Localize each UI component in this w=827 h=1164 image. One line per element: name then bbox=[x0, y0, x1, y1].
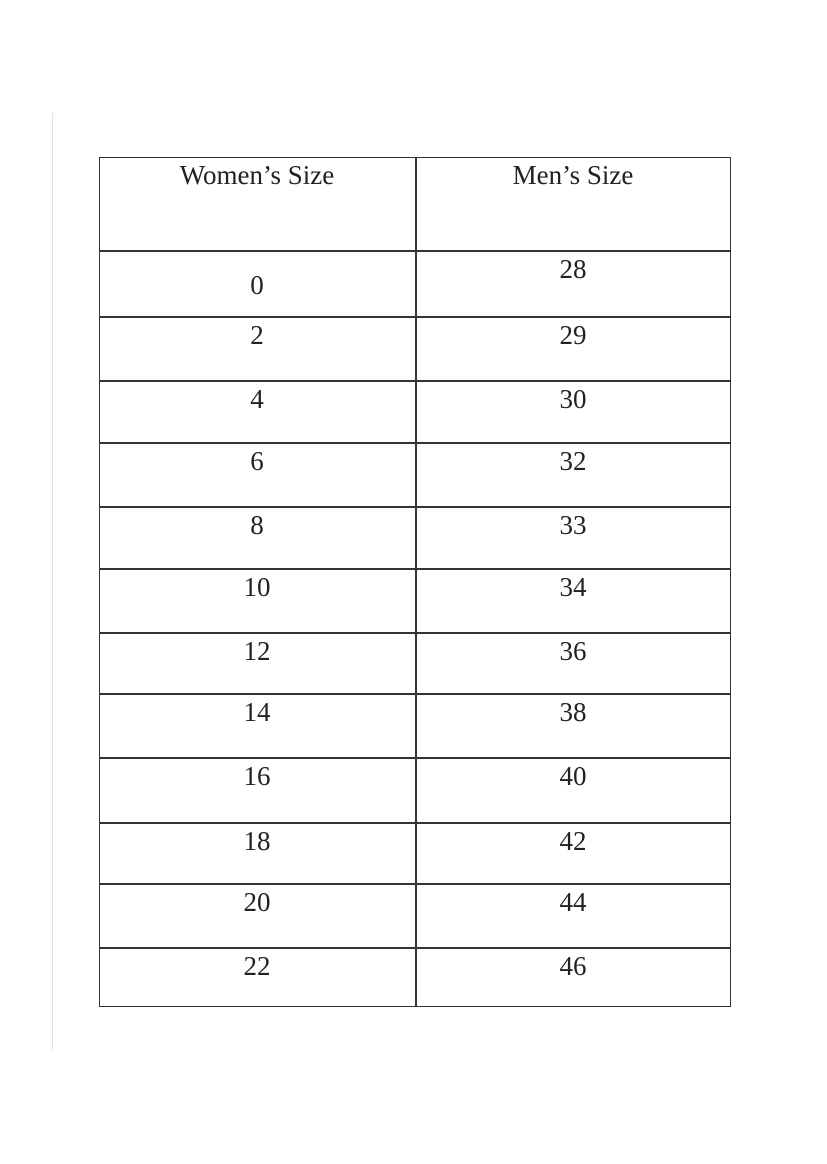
table-cell: 36 bbox=[559, 636, 587, 666]
table-cell: 42 bbox=[559, 826, 587, 856]
table-cell: 14 bbox=[243, 697, 271, 727]
table-cell: 40 bbox=[559, 761, 587, 791]
row-line bbox=[99, 316, 731, 318]
table-cell: 33 bbox=[559, 510, 587, 540]
row-line bbox=[99, 947, 731, 949]
header-cell: Women’s Size bbox=[179, 160, 335, 190]
row-line bbox=[99, 568, 731, 570]
table-cell: 20 bbox=[243, 887, 271, 917]
table-cell: 2 bbox=[250, 320, 264, 350]
table-cell: 8 bbox=[250, 510, 264, 540]
table-cell: 44 bbox=[559, 887, 587, 917]
row-line bbox=[99, 822, 731, 824]
table-cell: 0 bbox=[250, 270, 264, 300]
table-cell: 10 bbox=[243, 572, 271, 602]
row-line bbox=[99, 693, 731, 695]
table-cell: 12 bbox=[243, 636, 271, 666]
row-line bbox=[99, 250, 731, 252]
table-cell: 30 bbox=[559, 384, 587, 414]
row-line bbox=[99, 442, 731, 444]
table-cell: 29 bbox=[559, 320, 587, 350]
table-cell: 22 bbox=[243, 951, 271, 981]
table-cell: 34 bbox=[559, 572, 587, 602]
header-cell: Men’s Size bbox=[512, 160, 634, 190]
row-line bbox=[99, 757, 731, 759]
table-cell: 4 bbox=[250, 384, 264, 414]
table-cell: 16 bbox=[243, 761, 271, 791]
row-line bbox=[99, 506, 731, 508]
page-edge bbox=[52, 113, 53, 1050]
table-cell: 6 bbox=[250, 446, 264, 476]
row-line bbox=[99, 632, 731, 634]
table-cell: 38 bbox=[559, 697, 587, 727]
row-line bbox=[99, 883, 731, 885]
table-cell: 28 bbox=[559, 254, 587, 284]
column-divider bbox=[415, 157, 417, 1007]
table-cell: 32 bbox=[559, 446, 587, 476]
table-cell: 18 bbox=[243, 826, 271, 856]
table-cell: 46 bbox=[559, 951, 587, 981]
row-line bbox=[99, 380, 731, 382]
